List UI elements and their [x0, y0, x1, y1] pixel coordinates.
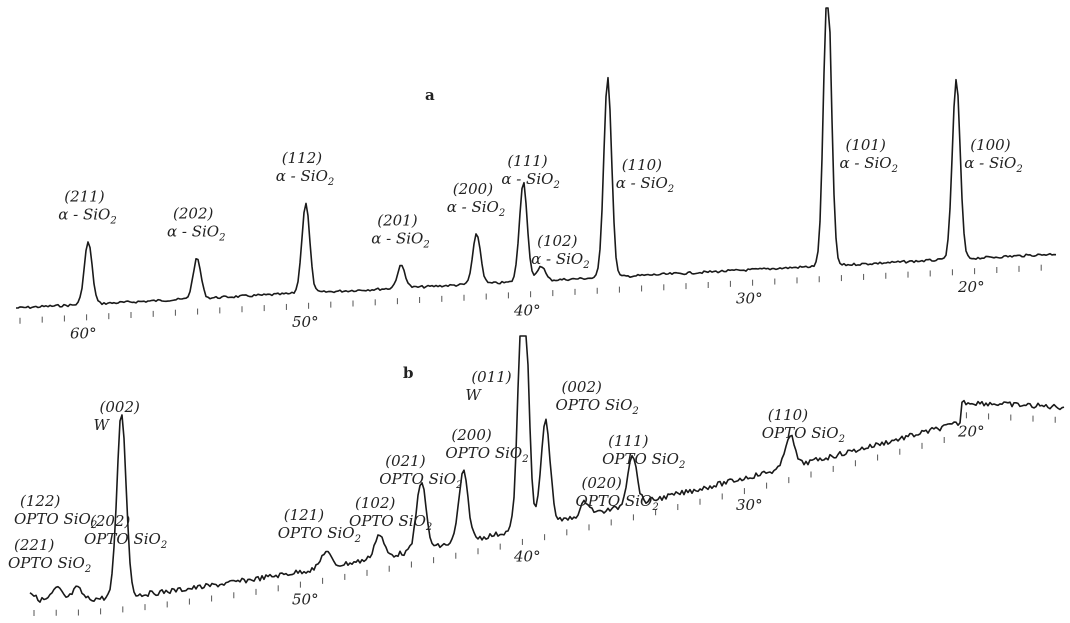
phase-subscript: 2 [838, 434, 845, 445]
tick-label-b: 20° [957, 423, 985, 441]
phase-subscript: 2 [90, 520, 97, 531]
panel-letter-a: a [425, 86, 435, 104]
peak-phase-b: OPTO SiO2 [762, 424, 845, 445]
tick-label-b: 50° [292, 590, 319, 608]
peak-phase-a: α - SiO2 [531, 250, 589, 271]
peak-phase-a: α - SiO2 [276, 167, 334, 188]
peak-phase-a: α - SiO2 [964, 154, 1022, 175]
peak-phase-b: OPTO SiO2 [379, 470, 462, 491]
peak-phase-b: OPTO SiO2 [84, 530, 167, 551]
tick-label-a: 20° [957, 278, 985, 296]
trace-b [29, 335, 1065, 603]
peak-phase-b: OPTO SiO2 [349, 512, 432, 533]
peak-hkl-b: (002) [100, 398, 140, 416]
tick-label-a: 50° [292, 313, 319, 331]
peak-hkl-b: (021) [385, 452, 425, 470]
peak-hkl-b: (110) [768, 406, 808, 424]
peak-phase-b: OPTO SiO2 [576, 492, 659, 513]
peak-hkl-b: (221) [14, 536, 54, 554]
peak-phase-a: α - SiO2 [58, 206, 116, 227]
peak-phase-b: OPTO SiO2 [445, 444, 528, 465]
phase-subscript: 2 [678, 460, 685, 471]
phase-subscript: 2 [631, 406, 638, 417]
trace-a [16, 7, 1057, 309]
peak-hkl-b: (002) [562, 378, 602, 396]
phase-subscript: 2 [651, 502, 658, 513]
peak-phase-b: OPTO SiO2 [602, 450, 685, 471]
peak-hkl-a: (110) [622, 156, 662, 174]
peak-phase-b: OPTO SiO2 [8, 554, 91, 575]
peak-phase-a: α - SiO2 [371, 229, 429, 250]
phase-subscript: 2 [498, 208, 505, 219]
peak-hkl-a: (202) [173, 205, 213, 223]
peak-hkl-a: (200) [453, 180, 493, 198]
tick-label-a: 40° [513, 301, 541, 319]
peak-hkl-b: (102) [355, 494, 395, 512]
peak-hkl-b: (122) [20, 492, 60, 510]
peak-phase-a: α - SiO2 [447, 198, 505, 219]
peak-hkl-b: (011) [471, 368, 511, 386]
phase-subscript: 2 [582, 260, 589, 271]
peak-phase-a: α - SiO2 [839, 154, 897, 175]
peak-hkl-a: (100) [970, 136, 1010, 154]
peak-hkl-b: (202) [90, 512, 130, 530]
peak-hkl-a: (111) [507, 152, 547, 170]
peak-phase-b: OPTO SiO2 [278, 524, 361, 545]
peak-phase-b: W [94, 416, 111, 434]
phase-subscript: 2 [354, 534, 361, 545]
peak-hkl-b: (111) [608, 432, 648, 450]
phase-subscript: 2 [422, 239, 429, 250]
tick-label-a: 30° [736, 290, 763, 308]
peak-phase-b: OPTO SiO2 [556, 396, 639, 417]
tick-label-b: 30° [736, 496, 763, 514]
peak-phase-a: α - SiO2 [501, 170, 559, 191]
panel-letter-b: b [403, 364, 414, 382]
peak-hkl-b: (121) [284, 506, 324, 524]
phase-subscript: 2 [455, 480, 462, 491]
peak-phase-a: α - SiO2 [616, 174, 674, 195]
peak-hkl-a: (102) [537, 232, 577, 250]
peak-hkl-b: (020) [582, 474, 622, 492]
phase-subscript: 2 [425, 522, 432, 533]
phase-subscript: 2 [552, 180, 559, 191]
peak-hkl-a: (211) [64, 188, 104, 206]
phase-subscript: 2 [84, 564, 91, 575]
phase-subscript: 2 [521, 454, 528, 465]
phase-subscript: 2 [160, 540, 167, 551]
peak-hkl-a: (112) [282, 149, 322, 167]
phase-subscript: 2 [218, 233, 225, 244]
peak-phase-b: OPTO SiO2 [14, 510, 97, 531]
peak-hkl-a: (101) [845, 136, 885, 154]
tick-label-b: 40° [513, 547, 541, 565]
peak-phase-b: W [465, 386, 482, 404]
tick-label-a: 60° [70, 324, 97, 342]
phase-subscript: 2 [891, 164, 898, 175]
peak-hkl-a: (201) [377, 211, 417, 229]
peak-phase-a: α - SiO2 [167, 223, 225, 244]
phase-subscript: 2 [109, 216, 116, 227]
phase-subscript: 2 [327, 177, 334, 188]
phase-subscript: 2 [1015, 164, 1022, 175]
phase-subscript: 2 [667, 184, 674, 195]
peak-hkl-b: (200) [451, 426, 491, 444]
